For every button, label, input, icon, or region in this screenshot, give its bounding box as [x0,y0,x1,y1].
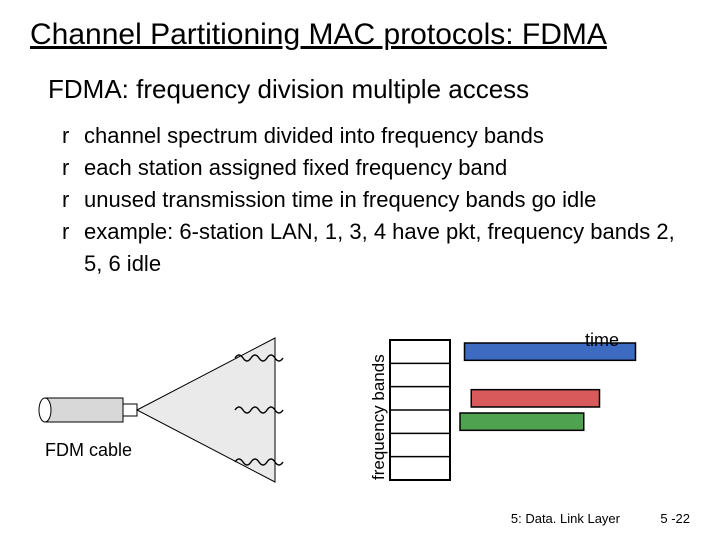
bullet-text: each station assigned fixed frequency ba… [84,152,682,184]
footer-page-number: 5 -22 [660,511,690,526]
frequency-axis-label: frequency bands [369,354,389,480]
list-item: r each station assigned fixed frequency … [62,152,682,184]
bullet-marker: r [62,184,84,216]
fdm-cable-label: FDM cable [45,440,132,461]
list-item: r unused transmission time in frequency … [62,184,682,216]
footer-chapter: 5: Data. Link Layer [511,511,620,526]
slide-title: Channel Partitioning MAC protocols: FDMA [30,18,607,52]
bullet-text: channel spectrum divided into frequency … [84,120,682,152]
bullet-list: r channel spectrum divided into frequenc… [62,120,682,279]
bullet-marker: r [62,152,84,184]
fdma-diagram: FDM cable time frequency bands [35,330,685,490]
diagram-svg [35,330,685,490]
list-item: r example: 6-station LAN, 1, 3, 4 have p… [62,216,682,280]
bullet-marker: r [62,120,84,152]
bullet-text: unused transmission time in frequency ba… [84,184,682,216]
bullet-marker: r [62,216,84,248]
list-item: r channel spectrum divided into frequenc… [62,120,682,152]
slide-subtitle: FDMA: frequency division multiple access [48,74,529,105]
bullet-text: example: 6-station LAN, 1, 3, 4 have pkt… [84,216,682,280]
time-axis-label: time [585,330,619,351]
